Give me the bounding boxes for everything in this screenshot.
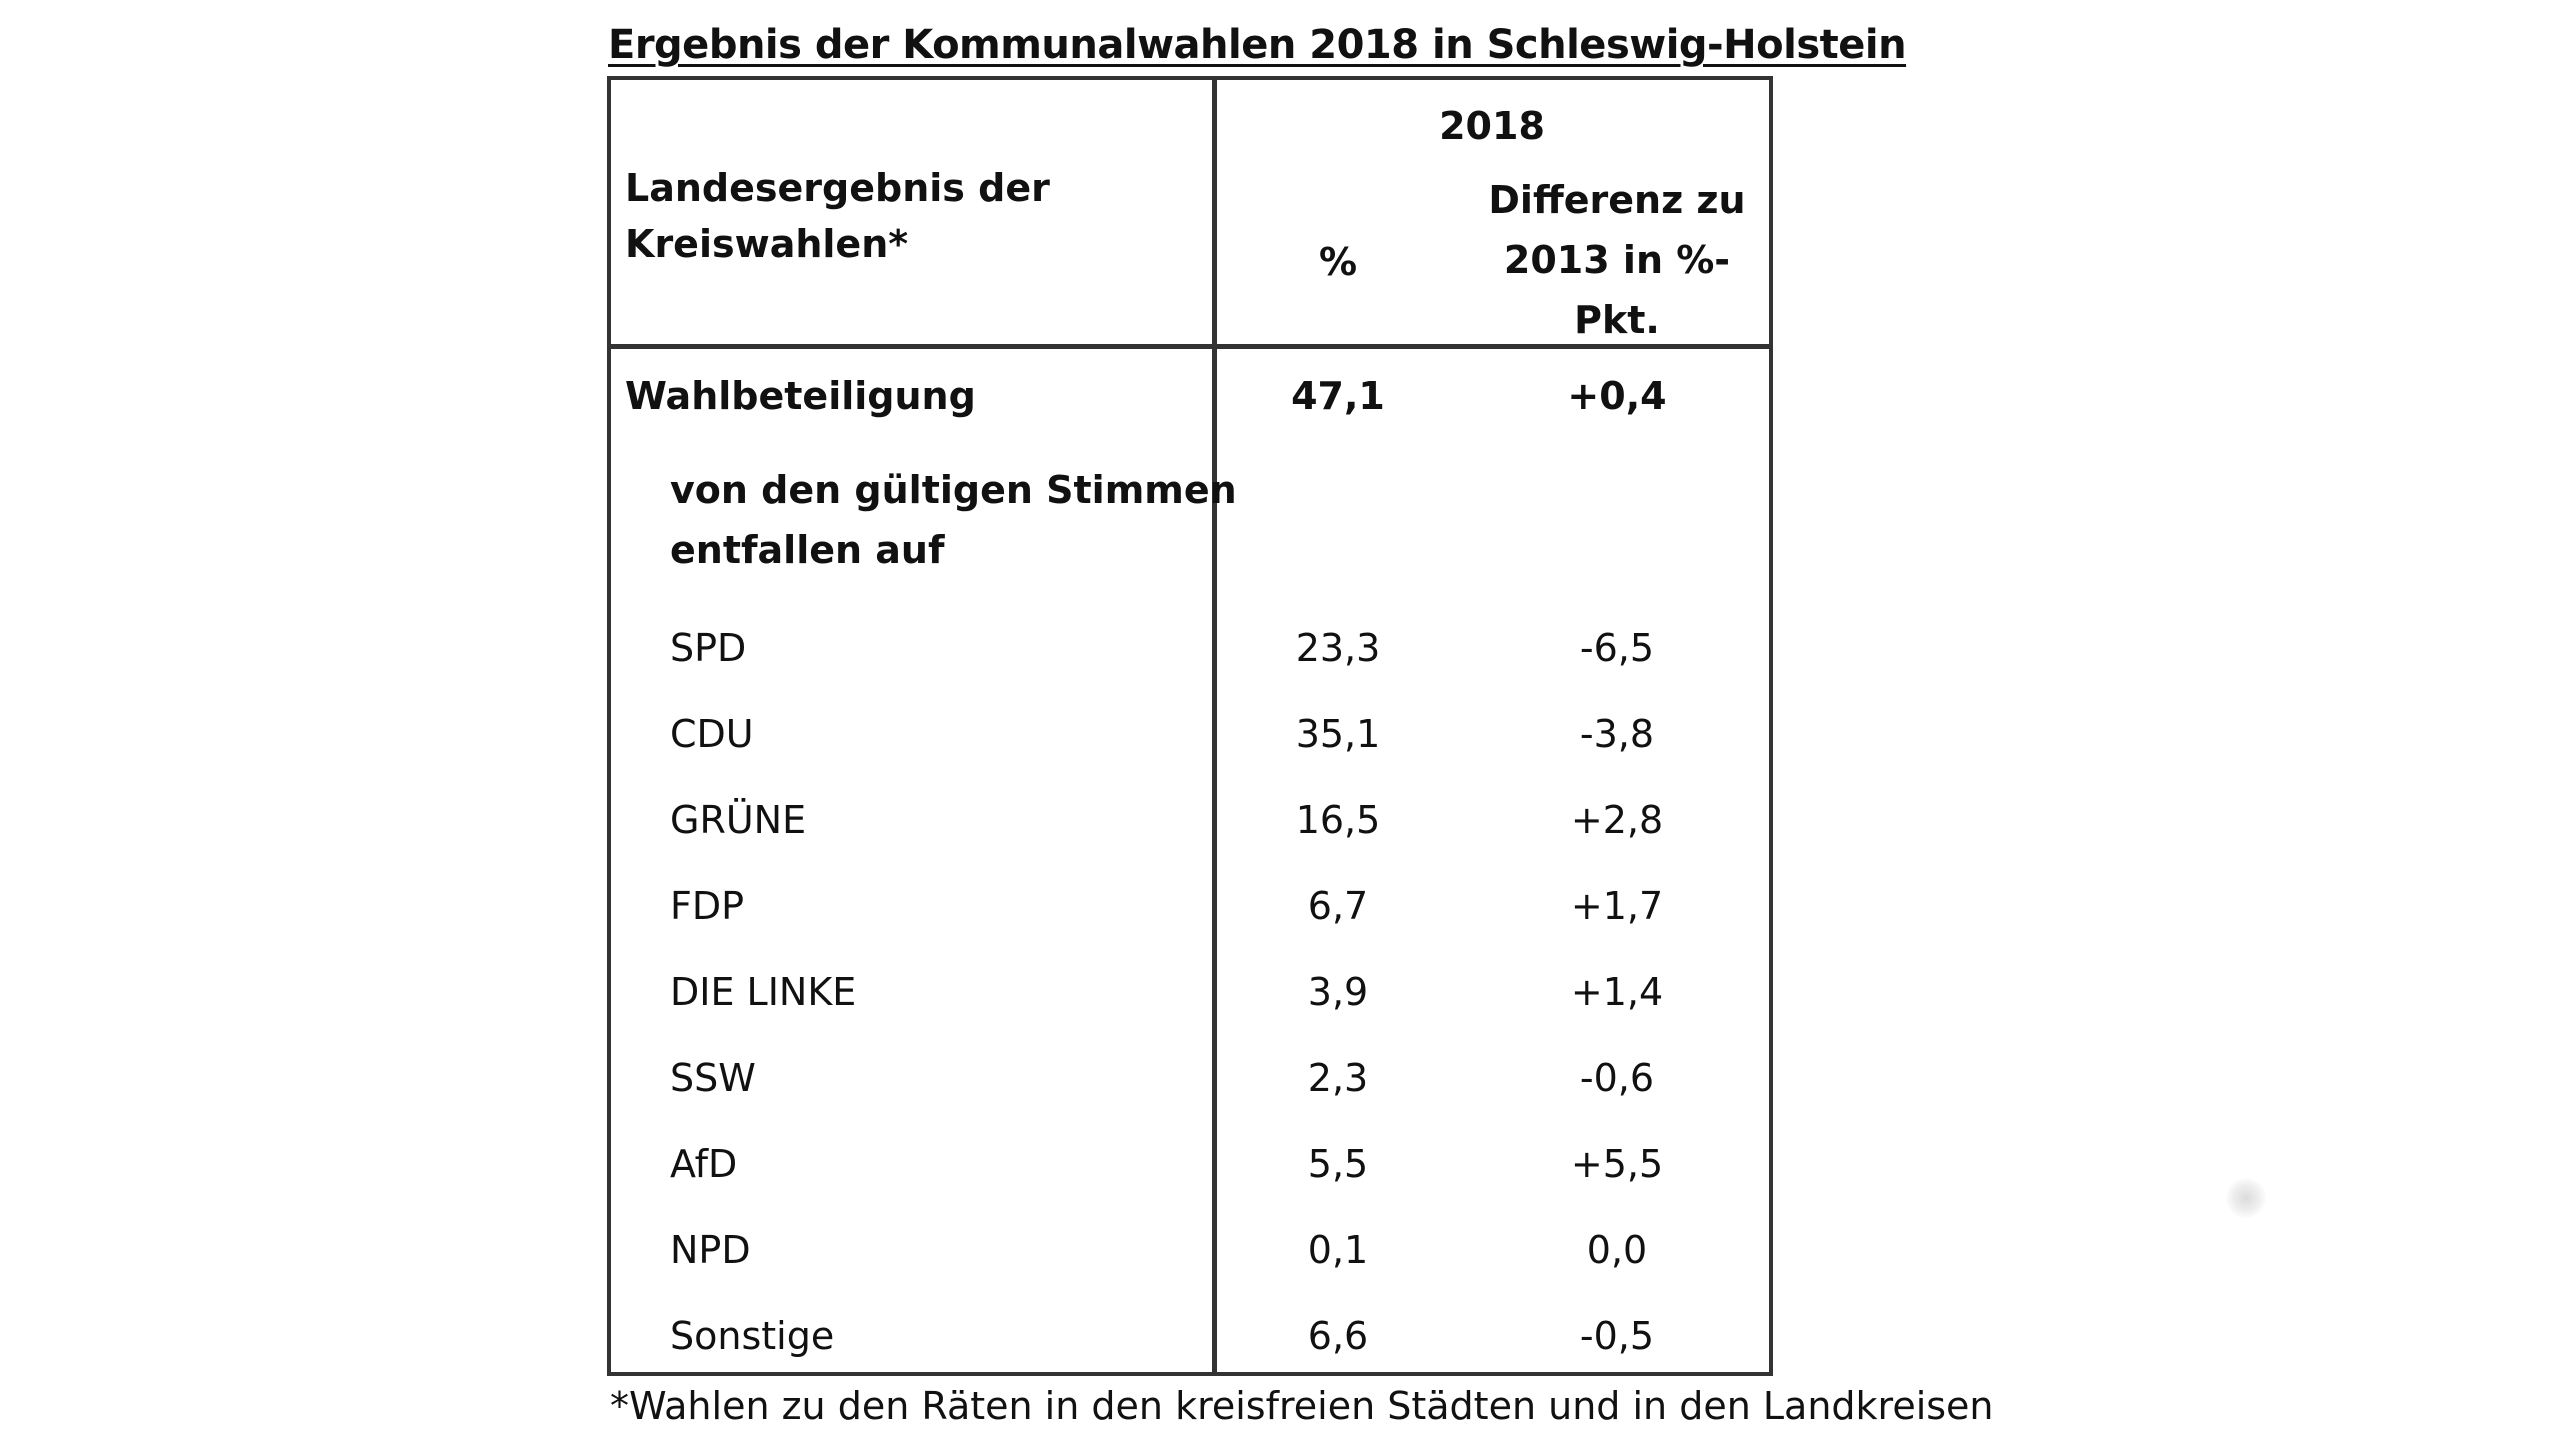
header-divider (607, 344, 1773, 349)
percent-column-header: % (1318, 240, 1358, 284)
party-percent: 23,3 (1295, 626, 1381, 670)
diff-column-header-line3: Pkt. (1574, 298, 1660, 342)
party-percent: 0,1 (1307, 1228, 1369, 1272)
party-name: SPD (670, 626, 747, 670)
document-title: Ergebnis der Kommunalwahlen 2018 in Schl… (608, 22, 1907, 68)
party-name: AfD (670, 1142, 738, 1186)
year-header: 2018 (1439, 104, 1545, 148)
party-percent: 35,1 (1295, 712, 1381, 756)
party-name: GRÜNE (670, 798, 807, 842)
footnote: *Wahlen zu den Räten in den kreisfreien … (610, 1384, 1994, 1428)
diff-column-header-line2: 2013 in %- (1503, 238, 1731, 282)
party-diff: 0,0 (1586, 1228, 1648, 1272)
turnout-percent: 47,1 (1291, 374, 1385, 418)
party-name: SSW (670, 1056, 756, 1100)
party-percent: 5,5 (1307, 1142, 1369, 1186)
party-diff: -0,5 (1579, 1314, 1655, 1358)
scan-artifact (2226, 1178, 2266, 1218)
turnout-label: Wahlbeteiligung (625, 374, 976, 418)
subheading-line1: von den gültigen Stimmen (670, 468, 1237, 512)
party-name: DIE LINKE (670, 970, 857, 1014)
party-percent: 6,7 (1307, 884, 1369, 928)
party-diff: -3,8 (1579, 712, 1655, 756)
party-percent: 16,5 (1295, 798, 1381, 842)
subheading-line2: entfallen auf (670, 528, 945, 572)
column-divider (1212, 76, 1217, 1376)
row-label-header-line1: Landesergebnis der (625, 166, 1050, 210)
diff-column-header-line1: Differenz zu (1488, 178, 1746, 222)
party-name: CDU (670, 712, 754, 756)
party-diff: +5,5 (1570, 1142, 1664, 1186)
party-percent: 6,6 (1307, 1314, 1369, 1358)
party-name: Sonstige (670, 1314, 835, 1358)
party-diff: +1,4 (1570, 970, 1664, 1014)
results-table (607, 76, 1773, 1376)
party-name: NPD (670, 1228, 751, 1272)
party-diff: -0,6 (1579, 1056, 1655, 1100)
turnout-diff: +0,4 (1567, 374, 1667, 418)
party-diff: +1,7 (1570, 884, 1664, 928)
party-diff: +2,8 (1570, 798, 1664, 842)
party-name: FDP (670, 884, 745, 928)
party-percent: 2,3 (1307, 1056, 1369, 1100)
party-percent: 3,9 (1307, 970, 1369, 1014)
row-label-header-line2: Kreiswahlen* (625, 222, 909, 266)
party-diff: -6,5 (1579, 626, 1655, 670)
